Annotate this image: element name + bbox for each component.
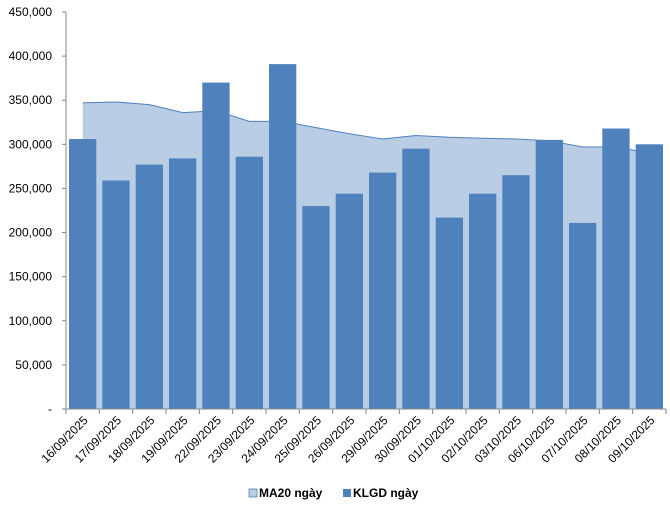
y-tick-label: 150,000 <box>9 270 53 284</box>
volume-bars-layer <box>69 64 663 410</box>
klgd-bar <box>235 156 263 409</box>
legend-label-klgd: KLGD ngày <box>353 486 419 500</box>
klgd-bar <box>135 164 163 409</box>
y-tick-label: 250,000 <box>9 181 53 195</box>
klgd-bar <box>335 193 363 409</box>
legend-swatch-ma20 <box>248 488 258 498</box>
klgd-bar <box>469 193 497 409</box>
ma20-area-layer <box>82 101 650 409</box>
y-tick-label: - <box>48 402 52 416</box>
y-tick-label: 400,000 <box>9 49 53 63</box>
klgd-bar <box>302 206 330 409</box>
y-tick-label: 100,000 <box>9 314 53 328</box>
klgd-bar <box>202 82 230 409</box>
klgd-bar <box>502 175 530 409</box>
klgd-bar <box>602 128 630 409</box>
klgd-bar <box>635 144 663 410</box>
y-tick-label: 450,000 <box>9 5 53 19</box>
legend: MA20 ngày KLGD ngày <box>248 486 419 500</box>
klgd-bar <box>569 222 597 409</box>
legend-swatch-klgd <box>343 489 351 497</box>
klgd-bar <box>102 180 130 409</box>
y-tick-label: 50,000 <box>15 358 52 372</box>
ma20-area <box>82 102 650 409</box>
y-tick-label: 300,000 <box>9 137 53 151</box>
klgd-bar <box>402 148 430 409</box>
klgd-bar <box>369 172 397 409</box>
legend-label-ma20: MA20 ngày <box>259 486 323 500</box>
klgd-bar <box>69 139 97 409</box>
klgd-bar <box>169 158 197 409</box>
klgd-bar <box>269 64 297 409</box>
klgd-bar <box>535 139 563 409</box>
klgd-bar <box>435 217 463 409</box>
y-tick-label: 350,000 <box>9 93 53 107</box>
y-tick-label: 200,000 <box>9 226 53 240</box>
